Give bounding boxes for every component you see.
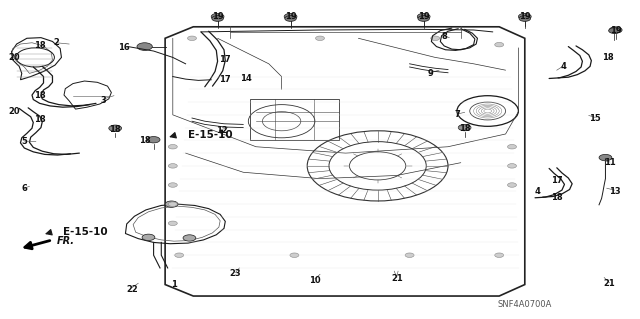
- Circle shape: [508, 183, 516, 187]
- Text: 8: 8: [442, 32, 447, 41]
- Circle shape: [519, 16, 531, 21]
- Text: 16: 16: [118, 43, 129, 52]
- Text: 17: 17: [220, 55, 231, 64]
- Circle shape: [188, 36, 196, 41]
- Text: 18: 18: [34, 91, 45, 100]
- Text: 18: 18: [139, 136, 150, 145]
- Circle shape: [418, 16, 429, 21]
- Text: 9: 9: [428, 69, 433, 78]
- Circle shape: [212, 16, 223, 21]
- Text: 19: 19: [212, 12, 223, 21]
- Circle shape: [609, 28, 620, 33]
- Text: 18: 18: [34, 41, 45, 50]
- Text: FR.: FR.: [56, 236, 74, 246]
- Circle shape: [142, 234, 155, 241]
- Circle shape: [211, 13, 224, 20]
- Text: 17: 17: [220, 75, 231, 84]
- Circle shape: [168, 202, 177, 206]
- Circle shape: [285, 16, 296, 21]
- Circle shape: [290, 253, 299, 257]
- Text: 2: 2: [53, 38, 60, 47]
- Circle shape: [168, 183, 177, 187]
- Text: 18: 18: [109, 125, 121, 134]
- Circle shape: [405, 253, 414, 257]
- Circle shape: [175, 253, 184, 257]
- Text: 21: 21: [604, 279, 615, 288]
- Circle shape: [609, 27, 622, 33]
- Circle shape: [109, 125, 122, 131]
- Text: 4: 4: [560, 63, 566, 71]
- Text: 18: 18: [459, 124, 470, 133]
- Circle shape: [165, 201, 178, 207]
- Circle shape: [495, 253, 504, 257]
- Text: 19: 19: [610, 26, 621, 35]
- Text: 18: 18: [551, 193, 563, 202]
- Text: 4: 4: [534, 187, 541, 196]
- Circle shape: [183, 235, 196, 241]
- Text: 19: 19: [285, 12, 296, 21]
- Circle shape: [147, 137, 160, 143]
- Text: 1: 1: [171, 280, 177, 289]
- Text: 3: 3: [101, 96, 106, 105]
- Text: 5: 5: [21, 137, 28, 146]
- Circle shape: [518, 13, 531, 20]
- Text: E-15-10: E-15-10: [63, 227, 108, 237]
- Circle shape: [417, 13, 430, 20]
- Text: 19: 19: [418, 12, 429, 21]
- Circle shape: [137, 43, 152, 50]
- Circle shape: [431, 36, 440, 41]
- Text: 13: 13: [609, 187, 620, 196]
- Text: 20: 20: [8, 107, 20, 116]
- Circle shape: [316, 36, 324, 41]
- Text: 19: 19: [519, 12, 531, 21]
- Circle shape: [168, 164, 177, 168]
- Circle shape: [508, 164, 516, 168]
- Text: 18: 18: [602, 53, 614, 62]
- Text: 11: 11: [604, 158, 616, 167]
- Text: 17: 17: [551, 176, 563, 185]
- Text: 6: 6: [21, 184, 28, 193]
- Circle shape: [458, 124, 471, 131]
- Text: 20: 20: [8, 53, 20, 62]
- Circle shape: [495, 42, 504, 47]
- Text: 15: 15: [589, 114, 601, 122]
- Text: 21: 21: [391, 274, 403, 283]
- Text: 22: 22: [126, 285, 138, 293]
- Text: 23: 23: [230, 269, 241, 278]
- Circle shape: [284, 13, 297, 20]
- Text: 18: 18: [34, 115, 45, 124]
- Circle shape: [508, 145, 516, 149]
- Text: E-15-10: E-15-10: [188, 130, 233, 140]
- Circle shape: [168, 221, 177, 226]
- Circle shape: [168, 145, 177, 149]
- Circle shape: [599, 154, 612, 161]
- Text: 12: 12: [216, 126, 227, 135]
- Text: 14: 14: [241, 74, 252, 83]
- Text: SNF4A0700A: SNF4A0700A: [498, 300, 552, 309]
- Text: 10: 10: [309, 276, 321, 285]
- Text: 7: 7: [454, 110, 460, 119]
